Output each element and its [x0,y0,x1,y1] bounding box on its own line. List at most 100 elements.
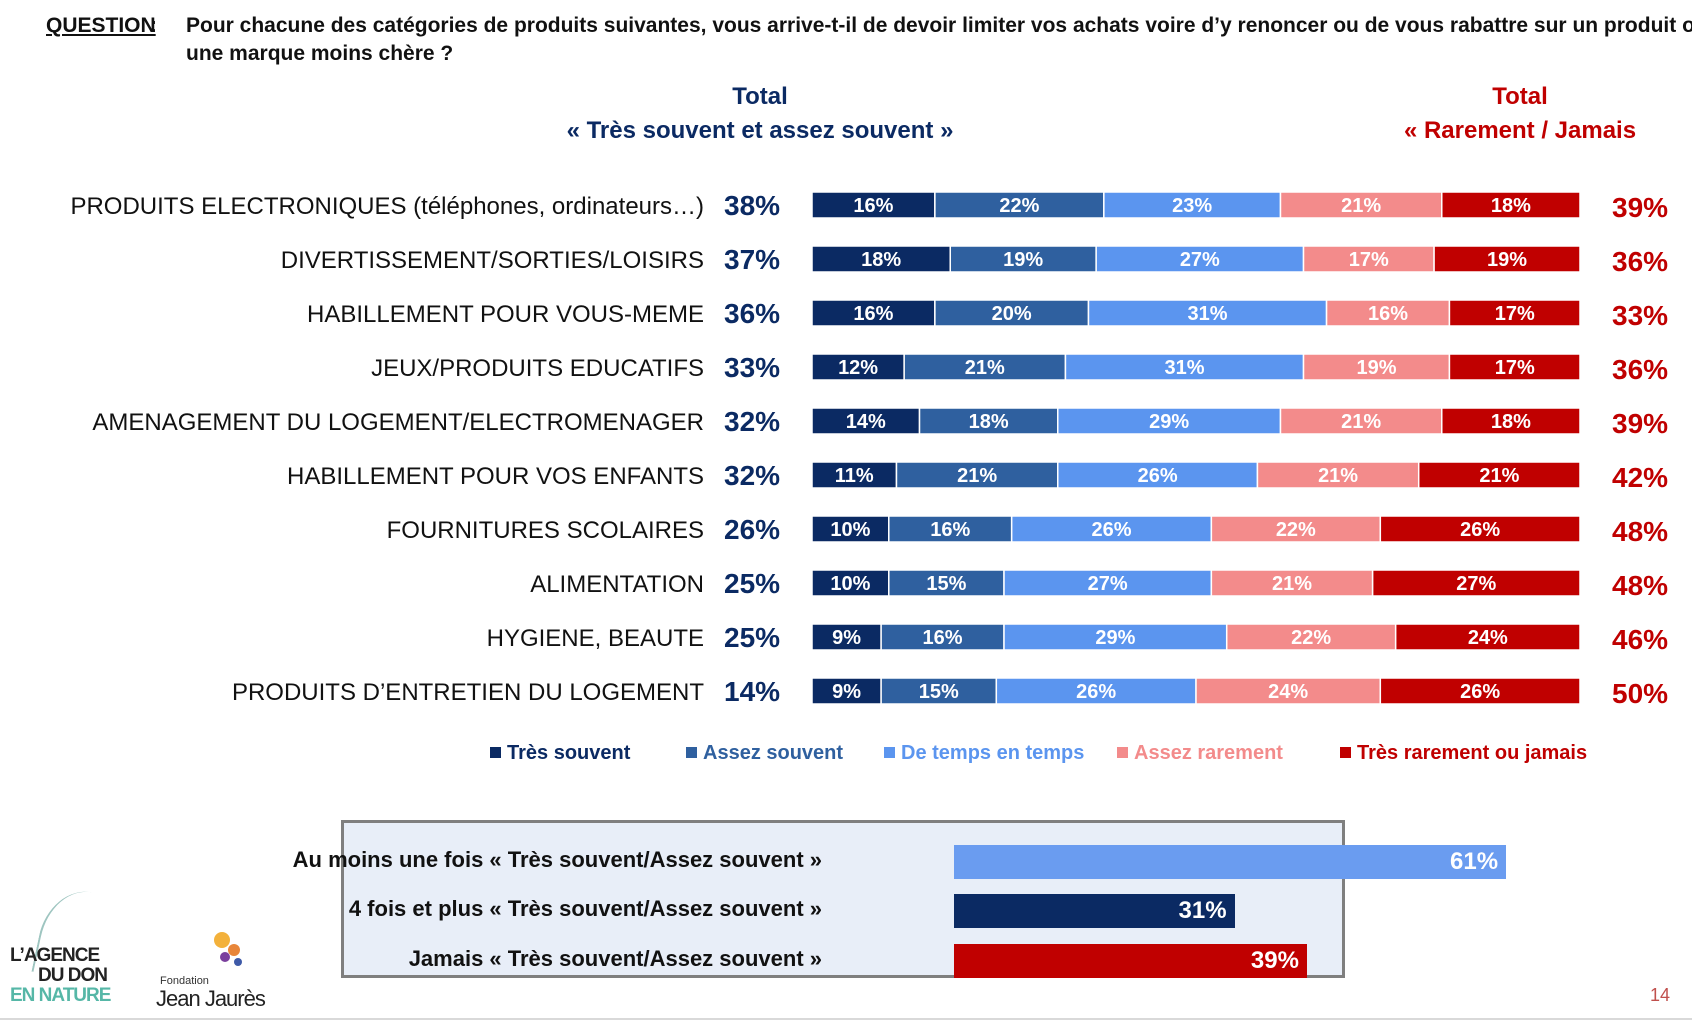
legend-item: De temps en temps [884,742,1084,765]
bar-segment [1441,191,1581,219]
total-rarely-label: 42% [1612,462,1668,493]
fondation-jean-jaures-logo: Fondation Jean Jaurès [150,930,270,1011]
bar-segment [811,245,951,273]
bar-value-label: 23% [1172,195,1212,217]
bar-value-label: 17% [1349,249,1389,271]
bar-segment [1087,299,1328,327]
bar-value-label: 17% [1495,303,1535,325]
bar-value-label: 11% [835,465,874,487]
fondation-name: Jean Jaurès [156,986,266,1011]
summary-value-label: 61% [1450,848,1499,875]
legend-label: Assez rarement [1134,742,1283,764]
fondation-small-label: Fondation [160,975,209,987]
total-often-label: 32% [724,460,780,491]
bar-value-label: 29% [1095,627,1135,649]
summary-label: Au moins une fois « Très souvent/Assez s… [292,847,822,872]
bar-segment [888,515,1013,543]
bar-value-label: 16% [853,303,893,325]
total-often-label: 25% [724,622,780,653]
summary-bar: 61% [954,845,1507,879]
bar-segment [1195,677,1382,705]
legend-swatch [1340,747,1351,758]
bar-value-label: 31% [1164,357,1204,379]
summary-value-label: 31% [1178,897,1227,924]
bar-value-label: 27% [1088,573,1128,595]
bar-value-label: 26% [1460,519,1500,541]
bar-value-label: 21% [1341,195,1381,217]
legend-label: Assez souvent [703,742,844,764]
category-label: AMENAGEMENT DU LOGEMENT/ELECTROMENAGER [92,409,704,436]
bar-segment [811,569,890,597]
bar-segment [1302,245,1435,273]
bar-value-label: 27% [1180,249,1220,271]
bar-value-label: 20% [992,303,1032,325]
bar-value-label: 21% [1479,465,1519,487]
summary-value-label: 39% [1250,947,1299,974]
total-often-label: 32% [724,406,780,437]
bar-segment [1103,191,1282,219]
legend-label: Très rarement ou jamais [1357,742,1588,764]
summary-label: 4 fois et plus « Très souvent/Assez souv… [348,896,822,921]
header-total-right: Total « Rarement / Jamais [1340,80,1692,148]
bar-value-label: 18% [861,249,901,271]
bar-value-label: 27% [1456,573,1496,595]
stacked-bar-chart: PRODUITS ELECTRONIQUES (téléphones, ordi… [70,190,1668,709]
question-colon: : [150,14,157,37]
bar-segment [1225,623,1397,651]
bar-value-label: 24% [1268,681,1308,703]
bar-value-label: 19% [1487,249,1527,271]
bar-segment [1448,353,1581,381]
category-label: JEUX/PRODUITS EDUCATIFS [371,355,704,382]
bar-value-label: 19% [1356,357,1396,379]
total-rarely-label: 50% [1612,678,1668,709]
bar-segment [811,353,905,381]
bar-value-label: 26% [1138,465,1178,487]
total-rarely-label: 33% [1612,300,1668,331]
page-number: 14 [1650,985,1671,1005]
header-right-line2: « Rarement / Jamais [1403,117,1637,144]
bar-segment [1057,407,1282,435]
legend-label: De temps en temps [901,742,1085,764]
bar-segment [811,407,921,435]
category-label: FOURNITURES SCOLAIRES [387,517,704,544]
bar-value-label: 10% [830,519,870,541]
legend-item: Très souvent [490,742,630,765]
bar-segment [1379,515,1581,543]
bar-segment [1064,353,1305,381]
bar-segment [1417,461,1581,489]
bar-value-label: 16% [930,519,970,541]
category-label: HABILLEMENT POUR VOUS-MEME [307,301,704,328]
bar-segment [811,623,882,651]
question-text: Pour chacune des catégories de produits … [186,14,1692,65]
bar-value-label: 14% [846,411,886,433]
summary-box: Au moins une fois « Très souvent/Assez s… [293,820,1507,978]
bar-value-label: 19% [1003,249,1043,271]
bar-segment [1448,299,1581,327]
bar-value-label: 21% [1341,411,1381,433]
total-often-label: 33% [724,352,780,383]
bar-segment [811,191,936,219]
total-rarely-label: 48% [1612,516,1668,547]
bar-value-label: 18% [1491,195,1531,217]
bar-value-label: 21% [1318,465,1358,487]
bar-segment [934,191,1105,219]
legend-item: Assez souvent [686,742,843,765]
legend-swatch [686,747,697,758]
bar-segment [811,677,882,705]
bar-segment [1279,191,1443,219]
bar-segment [903,353,1067,381]
bar-value-label: 18% [969,411,1009,433]
total-often-label: 36% [724,298,780,329]
bar-segment [1441,407,1581,435]
category-label: ALIMENTATION [530,571,704,598]
category-label: HYGIENE, BEAUTE [487,625,704,652]
bar-segment [934,299,1090,327]
bar-segment [1371,569,1581,597]
bar-segment [880,677,998,705]
total-often-label: 25% [724,568,780,599]
legend-swatch [490,747,501,758]
bar-segment [1433,245,1581,273]
summary-label: Jamais « Très souvent/Assez souvent » [408,946,822,971]
bar-value-label: 9% [832,681,861,703]
total-rarely-label: 39% [1612,408,1668,439]
